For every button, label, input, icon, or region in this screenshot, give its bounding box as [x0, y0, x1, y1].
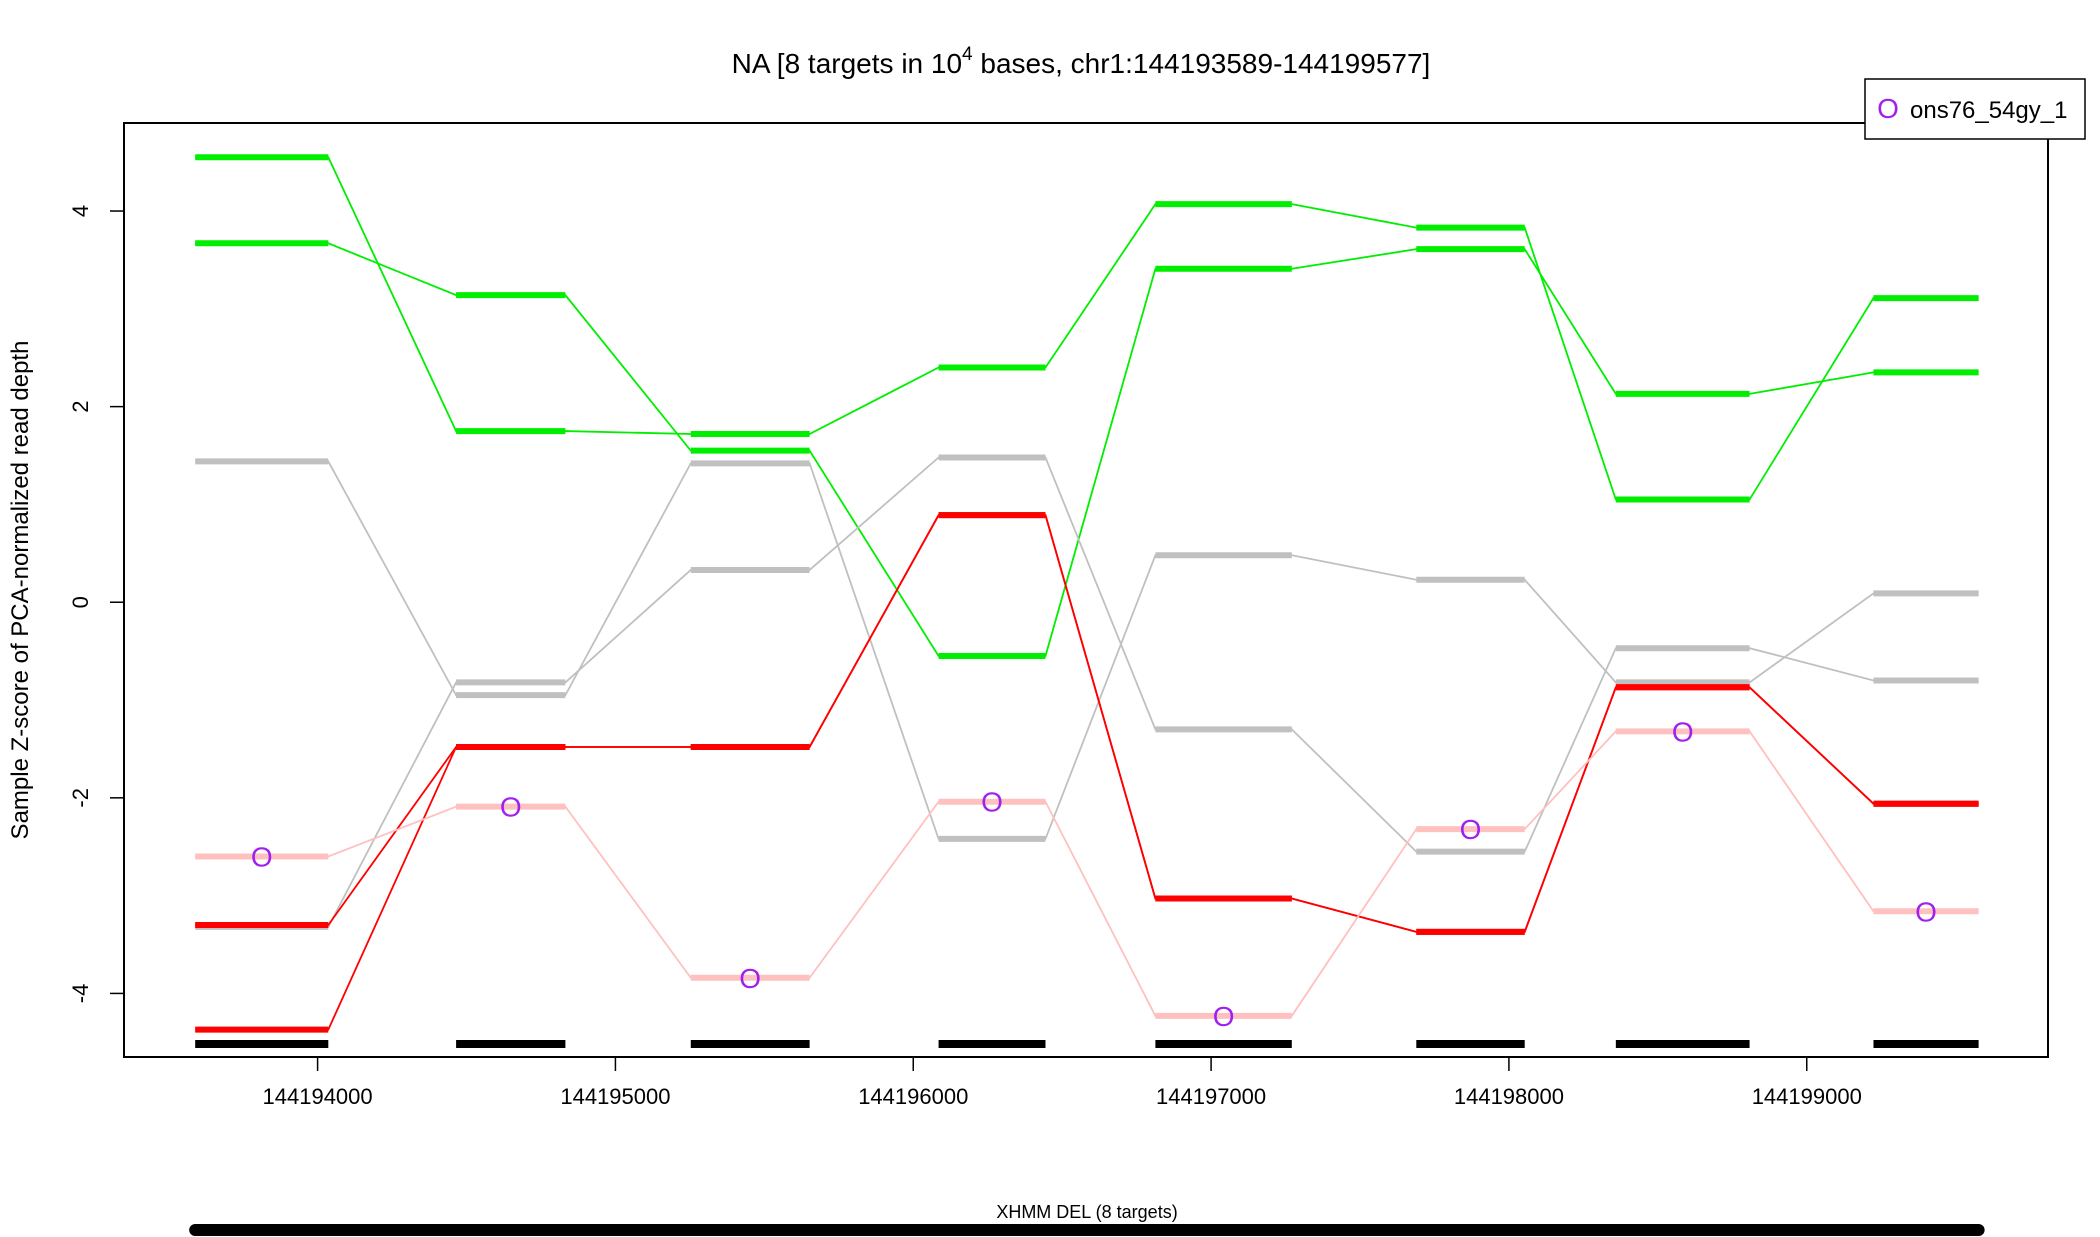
y-tick-label: 2	[68, 400, 93, 412]
series-high-1	[195, 240, 1979, 660]
plot-area-frame	[123, 122, 2049, 1058]
series-layer	[195, 154, 1979, 1033]
sample-marker: O	[1460, 814, 1482, 845]
x-tick-label: 144195000	[560, 1084, 670, 1109]
sample-marker: O	[1672, 716, 1694, 747]
y-tick-label: 4	[68, 205, 93, 217]
chart-title-main: NA [8 targets in 10	[732, 48, 962, 79]
y-tick-label: 0	[68, 596, 93, 608]
x-tick-label: 144194000	[263, 1084, 373, 1109]
y-tick-label: -2	[68, 788, 93, 808]
sample-markers-layer: O O O O O O O O	[251, 716, 1937, 1032]
chart-title-superscript: 4	[962, 44, 973, 65]
y-tick-label: -4	[68, 984, 93, 1004]
sample-marker: O	[251, 842, 273, 873]
sample-marker: O	[500, 792, 522, 823]
x-tick-label: 144199000	[1752, 1084, 1862, 1109]
series-connector	[195, 514, 1979, 933]
x-tick-label: 144197000	[1156, 1084, 1266, 1109]
x-tick-label: 144196000	[858, 1084, 968, 1109]
legend-box	[1864, 78, 2086, 140]
x-tick-label: 144198000	[1454, 1084, 1564, 1109]
sample-marker: O	[739, 963, 761, 994]
series-connector	[195, 730, 1979, 1017]
series-high-0	[195, 154, 1979, 503]
sample-marker: O	[1915, 896, 1937, 927]
x-axis: 144194000 144195000 144196000 144197000 1441…	[263, 1056, 1862, 1109]
series-sample-6	[195, 728, 1979, 1019]
xhmm-track-label: XHMM DEL (8 targets)	[996, 1202, 1177, 1222]
series-connector	[195, 156, 1979, 501]
series-low-5	[195, 512, 1979, 1033]
legend-marker-o: O	[1877, 93, 1899, 124]
y-axis: -4 -2 0 2 4	[68, 205, 125, 1004]
series-connector	[195, 514, 1979, 1031]
series-low-4	[195, 512, 1979, 935]
legend: O ons76_54gy_1	[1864, 78, 2086, 140]
sample-marker: O	[1213, 1001, 1235, 1032]
chart-title: NA [8 targets in 104 bases, chr1:1441935…	[732, 44, 1431, 79]
y-axis-label: Sample Z-score of PCA-normalized read de…	[7, 341, 34, 840]
chart-title-suffix: bases, chr1:144193589-144199577]	[973, 48, 1431, 79]
legend-label: ons76_54gy_1	[1910, 97, 2067, 124]
sample-marker: O	[981, 787, 1003, 818]
y-axis-label-group: Sample Z-score of PCA-normalized read de…	[7, 341, 34, 840]
series-normal-2	[195, 458, 1979, 842]
